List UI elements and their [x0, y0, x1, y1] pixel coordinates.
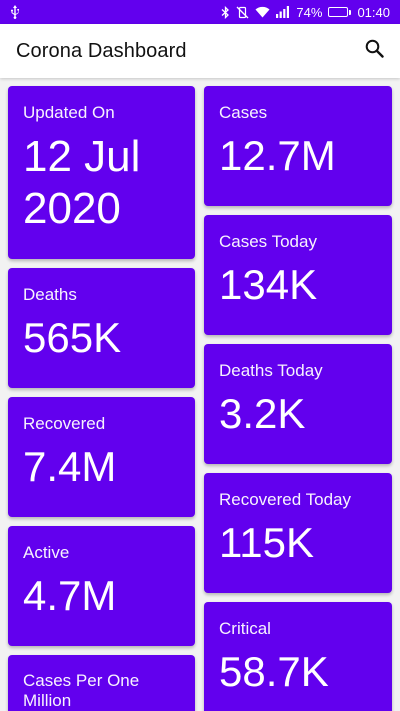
battery-shell: [328, 7, 349, 17]
card-recovered[interactable]: Recovered 7.4M: [8, 397, 195, 517]
card-value: 58.7K: [219, 648, 329, 695]
card-label: Cases: [219, 103, 268, 122]
card-deaths[interactable]: Deaths 565K: [8, 268, 195, 388]
bluetooth-icon: [221, 5, 230, 19]
card-value: 134K: [219, 261, 318, 308]
card-label: Cases Today: [219, 232, 317, 251]
card-value: 4.7M: [23, 572, 117, 619]
card-value: 12.7M: [219, 132, 336, 179]
stats-grid: Updated On 12 Jul 2020 Cases 12.7M Cases…: [0, 78, 400, 711]
wifi-icon: [255, 6, 270, 18]
card-critical[interactable]: Critical 58.7K: [204, 602, 392, 711]
status-bar-right: 74% 01:40: [221, 5, 390, 20]
card-cases[interactable]: Cases 12.7M: [204, 86, 392, 206]
vibrate-off-icon: [236, 6, 249, 19]
card-label: Deaths: [23, 285, 77, 304]
search-icon: [365, 39, 384, 63]
battery-icon: [328, 7, 352, 17]
card-value: 115K: [219, 519, 314, 566]
card-label: Deaths Today: [219, 361, 323, 380]
status-bar-left: [10, 5, 20, 19]
card-value: 12 Jul 2020: [23, 132, 141, 233]
card-deaths-today[interactable]: Deaths Today 3.2K: [204, 344, 392, 464]
status-time: 01:40: [357, 4, 390, 20]
status-bar: 74% 01:40: [0, 0, 400, 24]
card-active[interactable]: Active 4.7M: [8, 526, 195, 646]
card-label: Active: [23, 543, 70, 562]
card-value: 7.4M: [23, 443, 117, 490]
card-label: Recovered: [23, 414, 106, 433]
app-bar: Corona Dashboard: [0, 24, 400, 78]
card-label: Updated On: [23, 103, 115, 122]
battery-percent: 74%: [296, 4, 323, 20]
card-cases-per-million[interactable]: Cases Per One Million: [8, 655, 195, 711]
card-label: Critical: [219, 619, 271, 638]
card-value: 565K: [23, 314, 122, 361]
card-recovered-today[interactable]: Recovered Today 115K: [204, 473, 392, 593]
card-updated-on[interactable]: Updated On 12 Jul 2020: [8, 86, 195, 259]
search-button[interactable]: [362, 39, 386, 63]
signal-icon: [276, 6, 290, 18]
usb-icon: [10, 5, 20, 19]
battery-nub: [349, 9, 352, 15]
card-label: Recovered Today: [219, 490, 351, 509]
card-label: Cases Per One Million: [23, 671, 140, 710]
card-cases-today[interactable]: Cases Today 134K: [204, 215, 392, 335]
card-value: 3.2K: [219, 390, 306, 437]
app-title: Corona Dashboard: [16, 39, 187, 62]
